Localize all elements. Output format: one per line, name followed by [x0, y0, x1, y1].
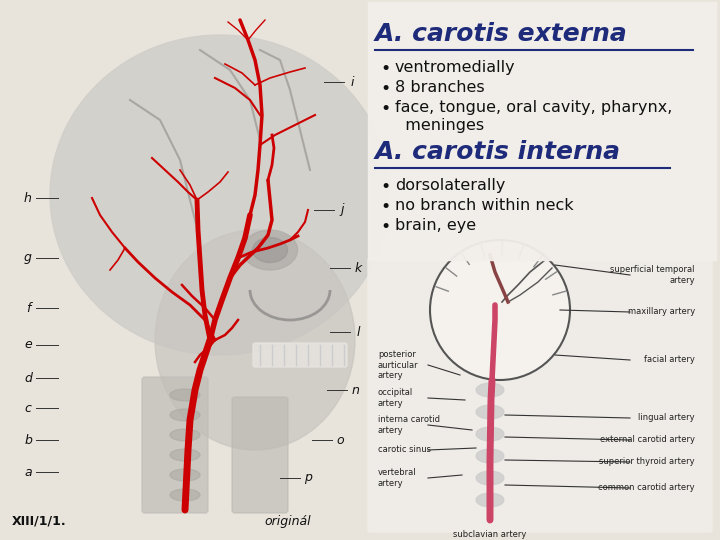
Text: face, tongue, oral cavity, pharynx,: face, tongue, oral cavity, pharynx,: [395, 99, 672, 114]
Text: no branch within neck: no branch within neck: [395, 198, 574, 213]
Text: •: •: [380, 59, 390, 78]
Text: k: k: [354, 261, 361, 274]
FancyBboxPatch shape: [253, 343, 347, 367]
Text: occipital
artery: occipital artery: [378, 388, 413, 408]
Text: maxillary artery: maxillary artery: [628, 307, 695, 316]
Text: XIII/1/1.: XIII/1/1.: [12, 515, 67, 528]
Text: h: h: [24, 192, 32, 205]
Text: subclavian artery: subclavian artery: [454, 530, 527, 539]
Text: lingual artery: lingual artery: [639, 414, 695, 422]
Ellipse shape: [170, 449, 200, 461]
Ellipse shape: [170, 489, 200, 501]
Text: •: •: [380, 198, 390, 215]
Text: carotic sinus: carotic sinus: [378, 446, 431, 455]
Ellipse shape: [476, 493, 504, 507]
Text: •: •: [380, 79, 390, 98]
Ellipse shape: [170, 429, 200, 441]
Text: meninges: meninges: [395, 118, 484, 133]
Ellipse shape: [476, 383, 504, 397]
Text: j: j: [341, 204, 343, 217]
Text: A. carotis externa: A. carotis externa: [375, 22, 628, 45]
Circle shape: [430, 240, 570, 380]
Text: e: e: [24, 339, 32, 352]
Text: superior thyroid artery: superior thyroid artery: [599, 457, 695, 467]
Text: facial artery: facial artery: [644, 355, 695, 364]
Text: interna carotid
artery: interna carotid artery: [378, 415, 440, 435]
Ellipse shape: [243, 230, 297, 270]
Ellipse shape: [170, 389, 200, 401]
Text: g: g: [24, 252, 32, 265]
FancyBboxPatch shape: [232, 397, 288, 513]
Ellipse shape: [170, 469, 200, 481]
Ellipse shape: [155, 230, 355, 450]
Text: n: n: [351, 383, 359, 396]
Text: posterior
aurticular
artery: posterior aurticular artery: [378, 350, 418, 380]
Text: l: l: [356, 326, 360, 339]
Text: i: i: [350, 76, 354, 89]
FancyBboxPatch shape: [368, 2, 716, 260]
FancyBboxPatch shape: [368, 258, 712, 532]
Ellipse shape: [170, 409, 200, 421]
Text: originál: originál: [265, 515, 311, 528]
Text: c: c: [24, 402, 32, 415]
FancyBboxPatch shape: [142, 377, 208, 513]
Ellipse shape: [476, 449, 504, 463]
Text: d: d: [24, 372, 32, 384]
Text: f: f: [26, 301, 30, 314]
Text: dorsolaterally: dorsolaterally: [395, 178, 505, 193]
Text: •: •: [380, 218, 390, 235]
Ellipse shape: [476, 427, 504, 441]
Text: •: •: [380, 178, 390, 195]
Text: superficial temporal
artery: superficial temporal artery: [611, 265, 695, 285]
Ellipse shape: [476, 405, 504, 419]
Text: external carotid artery: external carotid artery: [600, 435, 695, 444]
Text: a: a: [24, 465, 32, 478]
Ellipse shape: [476, 471, 504, 485]
Text: b: b: [24, 434, 32, 447]
Text: vertebral
artery: vertebral artery: [378, 468, 417, 488]
Ellipse shape: [253, 238, 287, 262]
Text: p: p: [304, 471, 312, 484]
Text: 8 branches: 8 branches: [395, 79, 485, 94]
Text: brain, eye: brain, eye: [395, 218, 476, 233]
Ellipse shape: [50, 35, 390, 355]
Text: •: •: [380, 99, 390, 118]
Text: A. carotis interna: A. carotis interna: [375, 140, 621, 164]
Text: o: o: [336, 434, 344, 447]
Text: ventromedially: ventromedially: [395, 59, 516, 75]
Text: common carotid artery: common carotid artery: [598, 483, 695, 492]
